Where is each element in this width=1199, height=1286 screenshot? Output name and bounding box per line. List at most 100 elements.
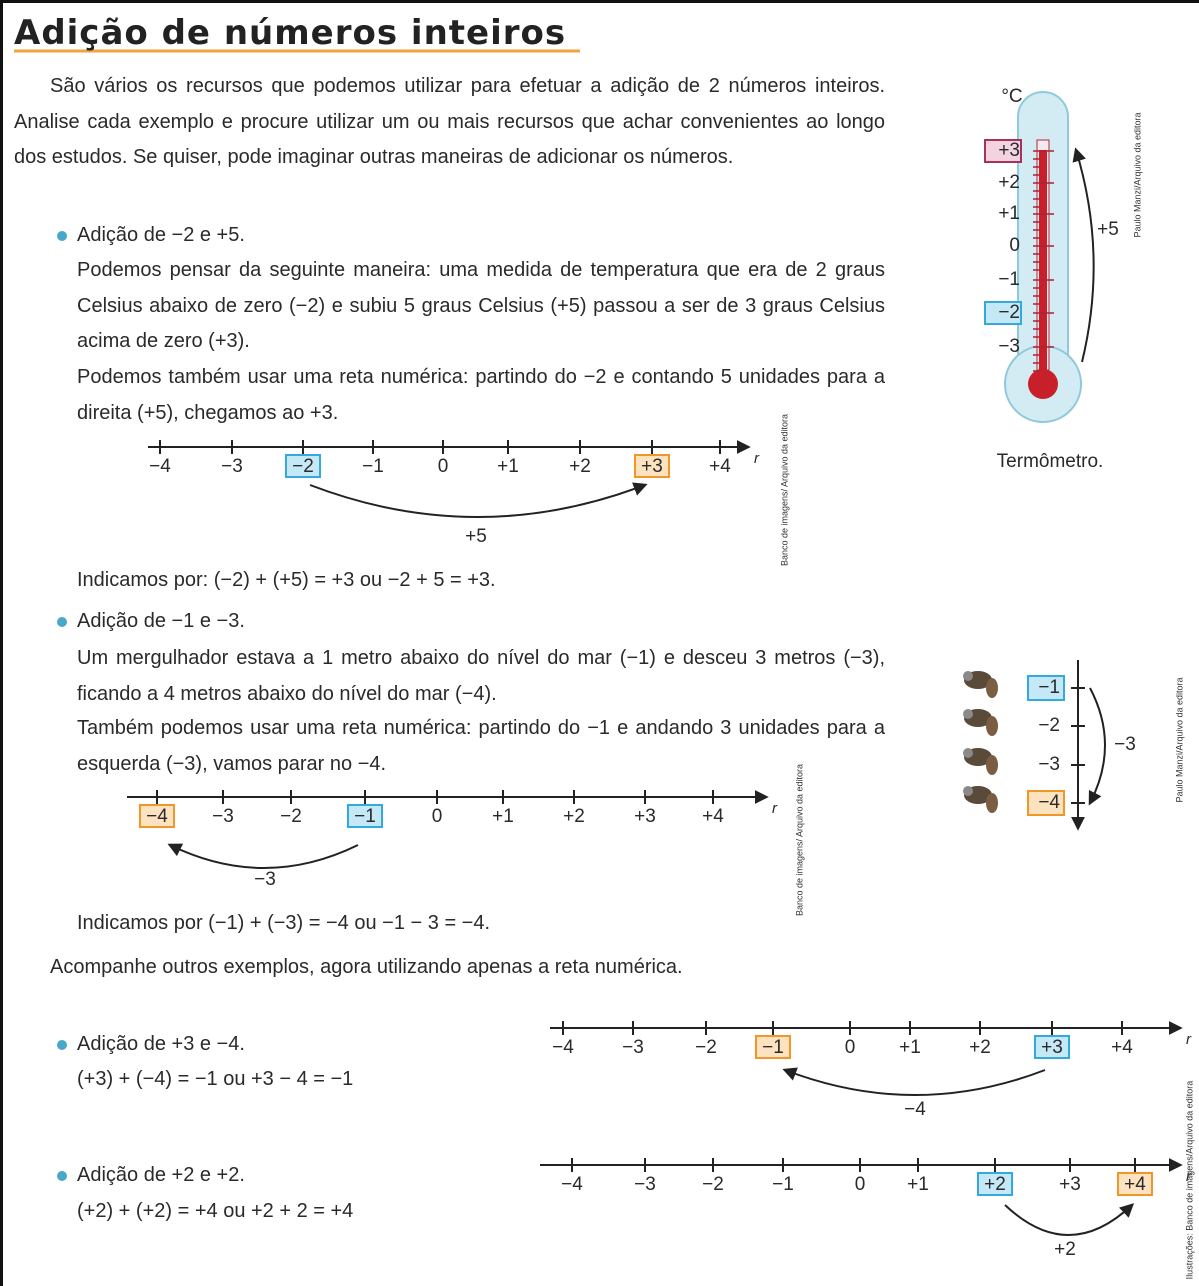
axis-label: r [772,800,778,817]
credit: Banco de imagens/ Arquivo da editora [794,764,804,916]
example-result: (+2) + (+2) = +4 ou +2 + 2 = +4 [77,1194,353,1230]
tick-label: +4 [702,806,724,827]
tick-label: −2 [292,456,314,477]
credit: Paulo Manzi/Arquivo da editora [1132,112,1142,237]
tick-label: +2 [969,1037,991,1058]
example-text: Um mergulhador estava a 1 metro abaixo d… [77,641,885,712]
scale-label: +3 [998,140,1020,161]
tick-label: −2 [702,1174,724,1195]
example-heading: Adição de +2 e +2. [77,1158,245,1194]
axis-label: r [1186,1031,1192,1048]
tick-label: −3 [221,456,243,477]
tick-label: −3 [622,1037,644,1058]
diver-fins [986,678,998,698]
tick-label: −1 [362,456,384,477]
arrow-label: +5 [465,526,487,547]
tick-label: +2 [984,1174,1006,1195]
scale-label: −2 [1038,715,1060,736]
example-text: Podemos também usar uma reta numérica: p… [77,360,885,431]
scale-label: −1 [1038,677,1060,698]
scale-label: −2 [998,302,1020,323]
diver [963,748,998,775]
arrow-label: −4 [904,1099,926,1120]
tick-label: −1 [772,1174,794,1195]
tick-label: 0 [432,806,443,827]
credit-text: Ilustrações: Banco de imagens/Arquivo da… [1184,1081,1194,1280]
arrow [1090,688,1105,803]
arrow [170,845,358,868]
tick-label: +4 [1124,1174,1146,1195]
unit: °C [1001,86,1022,107]
credit-text: Banco de imagens/ Arquivo da editora [794,764,804,916]
diver-fins [986,716,998,736]
arrow-label: +5 [1097,219,1119,240]
transition: Acompanhe outros exemplos, agora utiliza… [50,950,683,986]
diver [963,786,998,813]
example-heading: Adição de −1 e −3. [77,604,245,640]
tick-label: +3 [634,806,656,827]
diver [963,709,998,736]
tick-label: +4 [1111,1037,1133,1058]
tick-label: −4 [561,1174,583,1195]
tick-label: +2 [569,456,591,477]
tick-label: +1 [899,1037,921,1058]
diver-head [963,748,973,758]
tick-label: −2 [280,806,302,827]
scale-label: +2 [998,172,1020,193]
scale-label: −1 [998,269,1020,290]
example-text: Podemos pensar da seguinte maneira: uma … [77,253,885,360]
scale-label: −3 [1038,754,1060,775]
diver-head [963,671,973,681]
tick-label: +4 [709,456,731,477]
tick-label: −4 [146,806,168,827]
diver-fins [986,793,998,813]
example-result: Indicamos por: (−2) + (+5) = +3 ou −2 + … [77,563,496,599]
diver-fins [986,755,998,775]
credit: Paulo Manzi/Arquivo da editora [1174,677,1184,802]
tick-label: −1 [354,806,376,827]
scale-label: −4 [1038,792,1060,813]
caption: Termômetro. [997,451,1104,472]
tick-label: −4 [149,456,171,477]
page: −4 −3 −2 −1 0 +1 +2 +3 +4 r +5 Banco de imagens/ Ar… [0,0,1199,1286]
tick-label: +3 [1059,1174,1081,1195]
axis-label: r [754,450,760,467]
example-heading: Adição de −2 e +5. [77,218,245,254]
tick-label: +2 [563,806,585,827]
tick-label: −3 [634,1174,656,1195]
tick-label: +3 [1041,1037,1063,1058]
credit-text: Banco de imagens/ Arquivo da editora [779,414,789,566]
arrow-label: −3 [1114,734,1136,755]
tick-label: 0 [845,1037,856,1058]
tick-label: +1 [492,806,514,827]
arrow [1076,150,1094,362]
arrow-label: −3 [254,869,276,890]
thermometer-bulb [1028,369,1058,399]
credit-text: Paulo Manzi/Arquivo da editora [1174,677,1184,802]
tick-label: 0 [855,1174,866,1195]
credit: Banco de imagens/ Arquivo da editora [779,414,789,566]
diver [963,671,998,698]
arrow [785,1070,1045,1095]
scale-label: 0 [1009,235,1020,256]
example-heading: Adição de +3 e −4. [77,1027,245,1063]
arrow [310,485,645,517]
tick-label: −4 [552,1037,574,1058]
title: Adição de números inteiros [14,10,566,56]
scale-label: −3 [998,336,1020,357]
credit: Ilustrações: Banco de imagens/Arquivo da… [1184,1081,1194,1280]
tick-label: 0 [438,456,449,477]
diver-head [963,786,973,796]
tick-label: +3 [641,456,663,477]
arrow [1005,1205,1132,1235]
tick-label: −3 [212,806,234,827]
diver-head [963,709,973,719]
example-result: Indicamos por (−1) + (−3) = −4 ou −1 − 3… [77,906,490,942]
tick-label: +1 [497,456,519,477]
tick-label: +1 [907,1174,929,1195]
tick-label: −2 [695,1037,717,1058]
arrow-label: +2 [1054,1239,1076,1260]
example-result: (+3) + (−4) = −1 ou +3 − 4 = −1 [77,1062,353,1098]
credit-text: Paulo Manzi/Arquivo da editora [1132,112,1142,237]
intro: São vários os recursos que podemos utili… [14,69,885,176]
